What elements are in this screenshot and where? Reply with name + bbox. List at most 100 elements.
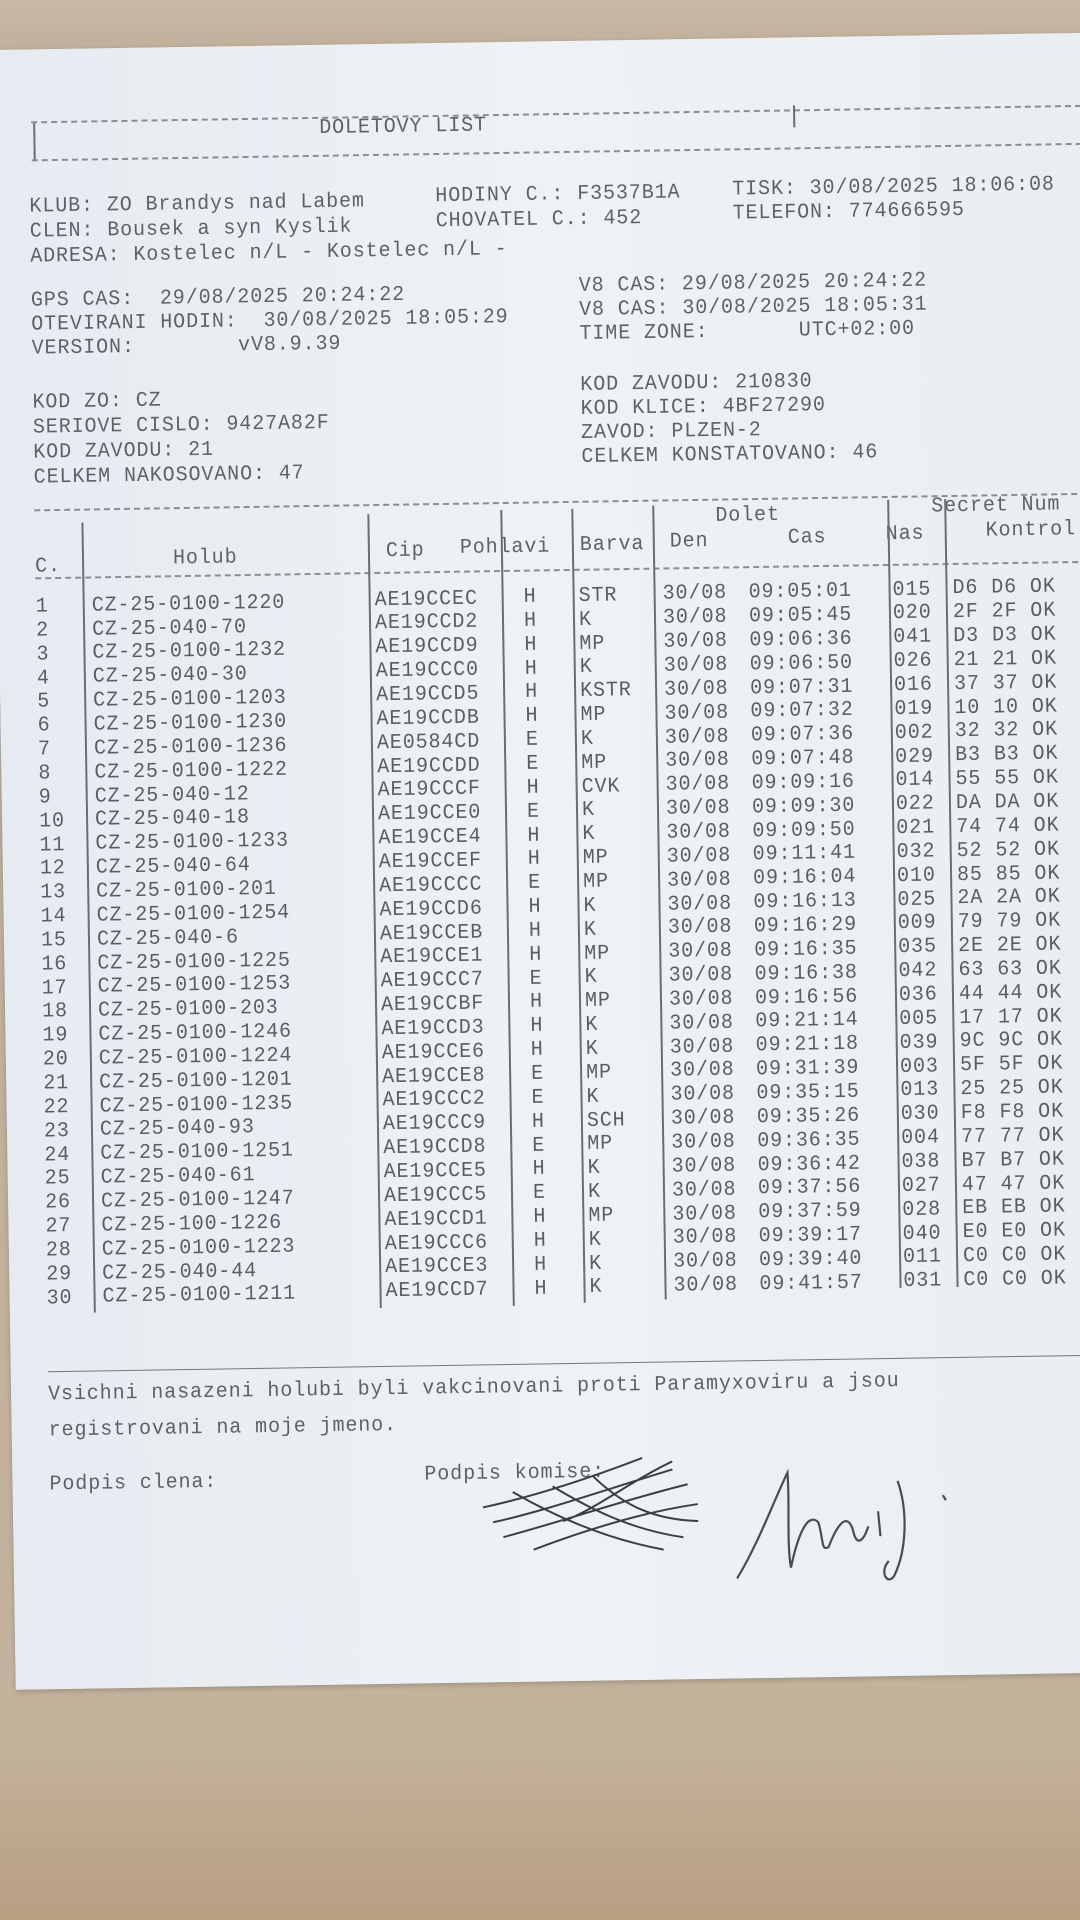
cell-pohlavi: H [533,1204,547,1230]
cell-den: 30/08 [672,1201,738,1227]
cell-pohlavi: H [523,584,537,610]
cell-kontrol: 79 79 OK [957,908,1062,935]
cell-den: 30/08 [673,1272,739,1299]
cell-cas: 09:41:57 [759,1270,863,1297]
cell-kontrol: 32 32 OK [954,718,1059,744]
cell-kontrol: 44 44 OK [958,980,1063,1007]
cell-cip: AE19CCCF [377,777,482,804]
cell-barva: K [587,1180,602,1205]
cell-pohlavi: H [528,918,543,944]
cell-pohlavi: H [524,680,539,705]
cell-number: 26 [44,1190,72,1216]
cell-den: 30/08 [668,962,734,989]
cell-den: 30/08 [664,724,730,750]
cell-holub: CZ-25-0100-1211 [102,1282,297,1310]
cell-den: 30/08 [662,605,728,631]
cell-barva: MP [584,989,612,1014]
cell-cip: AE19CCD2 [374,610,479,637]
cell-holub: CZ-25-040-64 [95,853,251,881]
cell-kontrol: 63 63 OK [958,956,1062,983]
zavod: ZAVOD: PLZEN-2 [580,418,762,446]
cell-pohlavi: H [524,632,538,657]
cell-cas: 09:16:38 [754,960,859,987]
cell-cas: 09:09:50 [752,817,856,844]
col-sep [500,510,515,1306]
cell-barva: K [587,1156,601,1181]
cell-holub: CZ-25-040-12 [94,782,250,809]
cell-den: 30/08 [667,891,733,917]
cell-den: 30/08 [667,915,733,941]
cell-nas: 013 [900,1078,940,1103]
cell-cip: AE19CCC7 [380,968,485,994]
cell-number: 23 [43,1118,70,1144]
cell-den: 30/08 [671,1153,737,1179]
cell-den: 30/08 [670,1082,736,1108]
cell-nas: 010 [896,863,936,889]
tisk: TISK: 30/08/2025 18:06:08 [732,172,1056,202]
cell-kontrol: 74 74 OK [956,813,1060,840]
cell-pohlavi: H [533,1228,547,1254]
cell-cas: 09:06:50 [749,650,854,677]
cell-barva: K [585,1013,599,1038]
cell-number: 4 [36,666,50,691]
cell-den: 30/08 [666,819,732,846]
cell-nas: 029 [895,744,935,769]
cell-kontrol: EB EB OK [962,1195,1066,1221]
cell-number: 12 [39,856,66,882]
declaration-line-1: Vsichni nasazeni holubi byli vakcinovani… [47,1369,900,1407]
cell-number: 16 [41,952,68,977]
cell-nas: 020 [892,601,932,626]
cell-barva: K [578,607,593,633]
cell-cas: 09:07:36 [750,722,855,748]
cell-cip: AE19CCD1 [384,1206,488,1233]
cell-nas: 003 [899,1054,939,1079]
cell-kontrol: DA DA OK [955,789,1060,816]
cell-cas: 09:16:56 [754,984,859,1011]
cell-pohlavi: E [527,871,542,896]
cell-barva: SCH [586,1108,626,1133]
cell-number: 25 [44,1166,71,1192]
cell-cip: AE19CCD3 [381,1015,485,1042]
cell-den: 30/08 [665,796,731,822]
cell-pohlavi: H [523,608,538,634]
cell-cip: AE0584CD [376,729,481,756]
time-zone: TIME ZONE: UTC+02:00 [579,316,916,347]
cell-holub: CZ-25-0100-1236 [93,733,288,761]
cell-holub: CZ-25-0100-1247 [100,1186,295,1214]
cell-cas: 09:16:35 [754,936,858,963]
cell-den: 30/08 [672,1249,738,1275]
cell-holub: CZ-25-040-70 [91,615,248,642]
title-top-rule [31,104,1080,124]
cell-nas: 036 [898,982,938,1008]
cell-cip: AE19CCE8 [381,1063,486,1090]
cell-barva: MP [580,702,607,728]
cell-cas: 09:07:32 [750,698,854,725]
cell-nas: 014 [895,768,935,793]
cell-pohlavi: E [532,1133,546,1158]
document-title: DOLETOVY LIST [319,113,488,141]
cell-cas: 09:05:45 [748,602,853,629]
cell-kontrol: 85 85 OK [956,861,1061,888]
cell-pohlavi: E [529,966,543,991]
cell-pohlavi: E [526,751,540,777]
cell-pohlavi: H [532,1157,546,1182]
cell-holub: CZ-25-0100-1223 [101,1234,296,1262]
cell-kontrol: F8 F8 OK [960,1099,1065,1126]
cell-den: 30/08 [671,1129,736,1156]
podpis-clena-label: Podpis clena: [49,1470,218,1497]
group-header-dolet: Dolet [715,503,781,529]
cell-kontrol: 47 47 OK [961,1171,1066,1198]
cell-barva: MP [588,1203,615,1229]
cell-cip: AE19CCEB [379,920,484,947]
cell-barva: K [579,655,593,680]
cell-barva: K [584,965,598,990]
cell-kontrol: 5F 5F OK [959,1052,1064,1078]
cell-kontrol: D6 D6 OK [952,575,1056,601]
cell-nas: 026 [893,648,933,674]
cell-pohlavi: E [525,728,540,753]
cell-nas: 005 [899,1006,939,1032]
cell-holub: CZ-25-0100-1232 [92,638,287,666]
celkem-konstatovano: CELKEM KONSTATOVANO: 46 [581,440,879,470]
cell-cas: 09:35:26 [756,1103,861,1130]
cell-cas: 09:09:16 [751,769,856,796]
